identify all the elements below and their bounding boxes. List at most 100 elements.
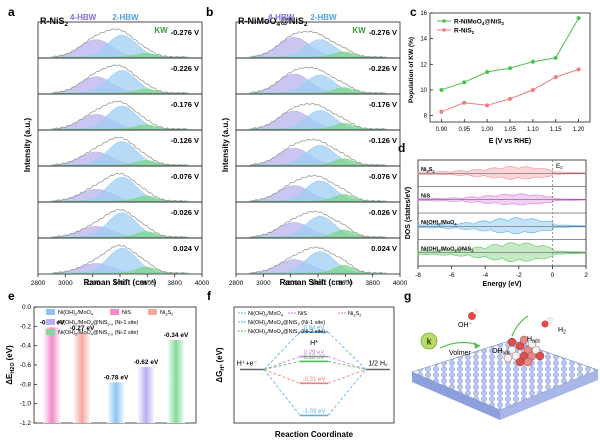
legend-label-part: @NiS bbox=[93, 330, 108, 336]
panel-d: Ni3S2NiSNi(OH)2/MoO4Ni(OH)2/MoO4@NiS2-8-… bbox=[405, 159, 588, 288]
cluster-atom bbox=[503, 353, 513, 363]
bar-value-label: -0.62 eV bbox=[134, 359, 159, 366]
bar bbox=[167, 339, 185, 423]
y-tick-label: -0.2 bbox=[20, 323, 32, 330]
label-part: 4 bbox=[454, 248, 457, 253]
spectrum-envelope bbox=[252, 174, 384, 202]
panel-e-ylabel: ΔEH2O(eV) bbox=[5, 345, 16, 385]
bar bbox=[137, 366, 155, 423]
legend-label-part: /MoO bbox=[267, 329, 281, 335]
legend-label-part: Ni(OH) bbox=[248, 320, 265, 326]
peak-label-4-HBW: 4-HBW bbox=[70, 13, 97, 22]
y-tick-label: 0.0 bbox=[22, 304, 31, 311]
legend-label: Ni(OH)2/MoO4@NiS2-x (Ni-1 site) bbox=[58, 320, 139, 327]
x-tick-label: 3800 bbox=[365, 280, 380, 287]
oh-label: OH⁻ bbox=[458, 322, 473, 329]
peak-label-2-HBW: 2-HBW bbox=[112, 13, 139, 22]
spectrum-envelope bbox=[54, 208, 186, 238]
bar bbox=[43, 327, 61, 423]
legend-label-part: Ni(OH) bbox=[58, 330, 75, 336]
panel-e: -1.2-1.0-0.8-0.6-0.4-0.20.0-0.21 eV-0.27… bbox=[5, 304, 197, 427]
legend-label-part: /MoO bbox=[77, 310, 91, 316]
peak-KW bbox=[249, 158, 387, 166]
legend-label-part: 2 bbox=[297, 331, 300, 336]
x-tick-label: 3600 bbox=[338, 280, 353, 287]
peak-label-KW: KW bbox=[352, 26, 366, 35]
legend-swatch bbox=[46, 329, 55, 335]
potential-label: -0.276 V bbox=[171, 28, 199, 37]
legend-label: Ni3S2 bbox=[348, 311, 362, 318]
x-tick-label: 1.20 bbox=[573, 127, 585, 133]
level-connector bbox=[263, 369, 301, 416]
x-tick-label: 1.10 bbox=[527, 127, 539, 133]
x-tick-label: 4000 bbox=[195, 280, 210, 287]
state-initial-label: H⁺+e⁻ bbox=[237, 360, 258, 367]
panel-f-xlabel: Reaction Coordinate bbox=[275, 430, 354, 439]
spectrum-envelope bbox=[54, 244, 186, 274]
level-connector bbox=[263, 361, 301, 370]
peak-KW bbox=[51, 160, 189, 166]
x-tick-label: 3000 bbox=[58, 280, 73, 287]
level-value-label: 0.84 eV bbox=[304, 325, 325, 331]
potential-label: -0.026 V bbox=[171, 208, 199, 217]
panel-f-ylabel: ΔGH*(eV) bbox=[215, 347, 226, 383]
label-part: 4 bbox=[454, 222, 457, 227]
y-tick-label: -0.8 bbox=[20, 381, 32, 388]
spectrum-envelope bbox=[54, 172, 186, 202]
potential-label: -0.176 V bbox=[369, 100, 397, 109]
legend-label-part: /MoO bbox=[267, 320, 281, 326]
k-ion bbox=[420, 332, 438, 350]
legend-marker-nimoo bbox=[442, 19, 446, 23]
potential-label: -0.176 V bbox=[171, 100, 199, 109]
panel-letter-e: e bbox=[8, 289, 15, 303]
level-connector bbox=[327, 331, 367, 370]
spectrum-envelope bbox=[252, 138, 384, 166]
level-value-label: 0.18 eV bbox=[304, 355, 325, 361]
legend-label-part: @NiS bbox=[283, 329, 298, 335]
legend-label-nis: R-NiS2 bbox=[454, 28, 475, 36]
legend-swatch bbox=[46, 309, 55, 315]
level-connector bbox=[263, 331, 301, 370]
peak-KW bbox=[51, 124, 189, 130]
bar bbox=[73, 333, 91, 423]
panel-g: k OH⁻ Volmer Hads OHads H2 bbox=[411, 309, 599, 420]
dos-row-label: NiS bbox=[421, 194, 431, 200]
legend-label-part: 4 bbox=[91, 332, 94, 337]
panel-c: 0.90 0.95 1.00 1.05 1.10 1.15 1.20 8 10 12 14 16 Po… bbox=[408, 11, 591, 145]
x-tick-label: 4000 bbox=[393, 280, 408, 287]
panel-b-title: R-NiMoO4@NiS2 bbox=[238, 16, 308, 28]
legend-label: Ni3S2 bbox=[160, 310, 174, 317]
bar-value-label: -0.27 eV bbox=[70, 325, 95, 332]
h2-label: H2 bbox=[558, 327, 566, 336]
panel-c-plot: 0.90 0.95 1.00 1.05 1.10 1.15 1.20 8 10 12 14 16 bbox=[420, 11, 585, 133]
x-tick-label: -4 bbox=[482, 272, 488, 279]
label-part: 2 bbox=[438, 248, 441, 253]
x-tick-label: 0 bbox=[551, 272, 555, 279]
y-tick-label: 14 bbox=[420, 37, 427, 43]
panel-a-ylabel: Intensity (a.u.) bbox=[23, 118, 32, 173]
potential-label: -0.126 V bbox=[369, 136, 397, 145]
legend-label-part: (Ni-2 site) bbox=[300, 329, 326, 335]
state-h-label: H* bbox=[310, 340, 318, 347]
y-tick-label: -1.2 bbox=[20, 420, 32, 427]
legend-label: Ni(OH)2/MoO4@NiS2 (Ni-1 site) bbox=[248, 320, 325, 327]
label-part: 2 bbox=[438, 222, 441, 227]
level-connector bbox=[263, 369, 301, 384]
legend-label-part: 3 bbox=[165, 312, 168, 317]
dos-area bbox=[417, 193, 587, 206]
legend-label-part: 2 bbox=[265, 313, 268, 318]
cluster-atom bbox=[531, 345, 541, 355]
bar-value-label: -0.34 eV bbox=[164, 332, 189, 339]
active-cluster bbox=[503, 335, 545, 367]
legend-label-part: 2 bbox=[265, 322, 268, 327]
level-connector bbox=[327, 356, 367, 370]
x-tick-label: 3400 bbox=[113, 280, 128, 287]
level-connector bbox=[263, 356, 301, 370]
legend-label-part: /MoO bbox=[77, 330, 91, 336]
label-part: Ni(OH) bbox=[421, 220, 439, 226]
panel-e-legend: Ni(OH)2/MoO4 NiS Ni3S2Ni(OH)2/MoO4@NiS2-x … bbox=[46, 309, 174, 337]
dos-row-label: Ni(OH)2/MoO4 bbox=[421, 220, 457, 227]
panel-a-title: R-NiS2 bbox=[40, 16, 69, 28]
dos-area bbox=[417, 166, 587, 180]
